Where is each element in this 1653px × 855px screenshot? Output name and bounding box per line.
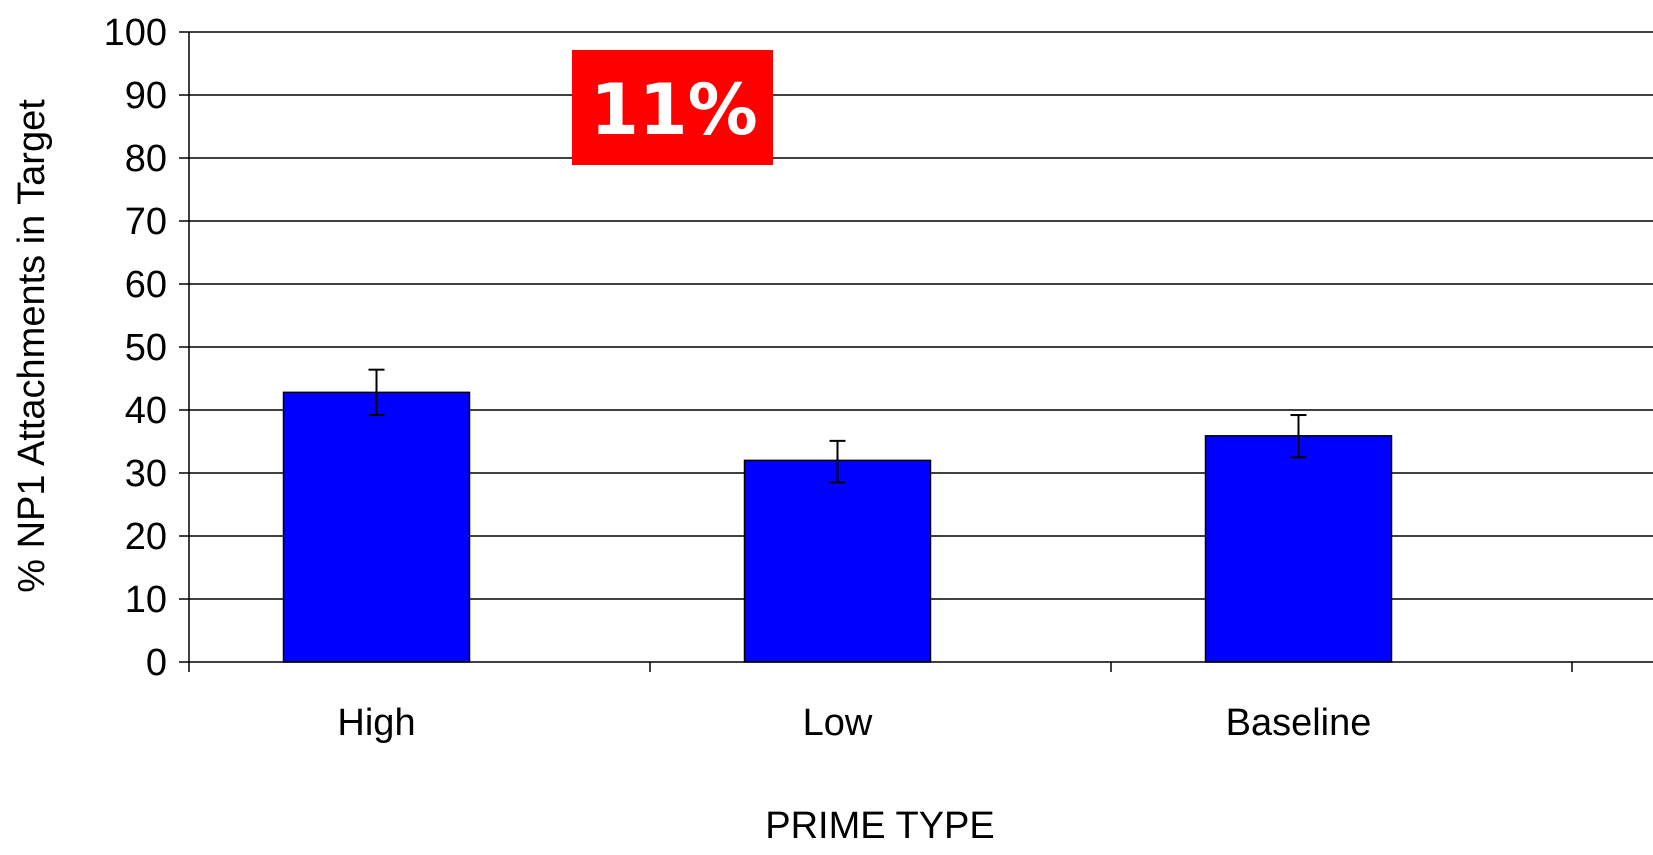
y-tick-label: 30: [125, 453, 167, 495]
axes: [188, 32, 1653, 672]
y-tick-label: 70: [125, 201, 167, 243]
badge-background: [572, 50, 773, 165]
badge-text: 11%: [590, 69, 758, 151]
y-tick-label: 80: [125, 138, 167, 180]
bars: [282, 391, 1393, 663]
y-tick-label: 100: [104, 12, 167, 54]
x-axis-title: PRIME TYPE: [765, 805, 994, 847]
y-tick-label: 0: [146, 642, 167, 684]
y-tick-label: 10: [125, 579, 167, 621]
y-axis-title: % NP1 Attachments in Target: [11, 99, 53, 593]
x-tick-label-baseline: Baseline: [1226, 702, 1372, 744]
bar-high: [282, 391, 471, 663]
bar-low: [743, 459, 932, 663]
x-tick-label-low: Low: [803, 702, 873, 744]
y-tick-label: 20: [125, 516, 167, 558]
y-tick-label: 90: [125, 75, 167, 117]
y-tick-label: 40: [125, 390, 167, 432]
y-tick-labels: 0 10 20 30 40 50 60 70 80 90 100: [104, 12, 167, 684]
y-tick-label: 50: [125, 327, 167, 369]
highlight-badge: 11%: [572, 50, 773, 165]
error-bars: [368, 368, 1307, 484]
x-tick-label-high: High: [337, 702, 415, 744]
x-tick-labels: High Low Baseline: [337, 702, 1371, 744]
bar-baseline: [1204, 435, 1393, 663]
y-tick-label: 60: [125, 264, 167, 306]
